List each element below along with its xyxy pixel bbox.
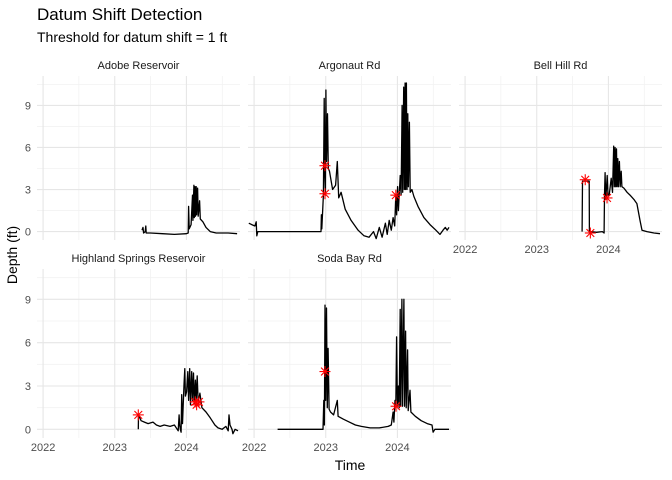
y-tick-label: 6	[25, 338, 31, 350]
facet-panel: Adobe Reservoir 0 3 6 9	[25, 60, 240, 240]
datum-shift-marker	[601, 192, 613, 204]
facet-panel: Soda Bay Rd 2022 2023 2024	[242, 253, 451, 454]
datum-shift-marker	[319, 160, 331, 172]
facet-strip-label: Bell Hill Rd	[534, 60, 588, 72]
datum-shift-marker	[319, 188, 331, 200]
datum-shift-marker	[579, 174, 591, 186]
datum-shift-marker	[193, 396, 205, 408]
y-tick-label: 3	[25, 381, 31, 393]
x-tick-label: 2022	[242, 442, 266, 454]
facet-panel: Argonaut Rd	[248, 60, 451, 240]
depth-series-line	[277, 298, 449, 433]
datum-shift-marker	[319, 366, 331, 378]
facet-panel: Bell Hill Rd 2022 2023 2024	[453, 60, 662, 256]
y-axis-title: Depth (ft)	[4, 226, 20, 284]
y-tick-label: 3	[25, 185, 31, 197]
datum-shift-marker	[390, 189, 402, 201]
datum-shift-marker	[390, 400, 402, 412]
facet-panel: Highland Springs Reservoir 0 3 6 9 2022 2023 20…	[25, 253, 240, 454]
x-tick-label: 2023	[525, 244, 549, 256]
y-tick-label: 0	[25, 424, 31, 436]
facet-strip-label: Highland Springs Reservoir	[72, 253, 206, 265]
depth-series-line	[137, 368, 239, 435]
chart-title: Datum Shift Detection	[37, 5, 203, 24]
datum-shift-marker	[132, 409, 144, 421]
x-tick-label: 2024	[596, 244, 620, 256]
y-tick-label: 9	[25, 100, 31, 112]
y-tick-label: 9	[25, 294, 31, 306]
depth-series-line	[141, 184, 238, 236]
facet-strip-label: Argonaut Rd	[319, 60, 381, 72]
x-tick-label: 2022	[31, 442, 55, 454]
depth-series-line	[581, 145, 661, 235]
x-axis-title: Time	[335, 457, 366, 473]
y-tick-label: 6	[25, 142, 31, 154]
x-tick-label: 2024	[385, 442, 409, 454]
chart-subtitle: Threshold for datum shift = 1 ft	[37, 29, 228, 45]
x-tick-label: 2023	[103, 442, 127, 454]
y-tick-label: 0	[25, 227, 31, 239]
x-tick-label: 2023	[314, 442, 338, 454]
facet-strip-label: Adobe Reservoir	[98, 60, 180, 72]
x-tick-label: 2022	[453, 244, 477, 256]
facet-strip-label: Soda Bay Rd	[317, 253, 382, 265]
x-tick-label: 2024	[174, 442, 198, 454]
datum-shift-marker	[584, 227, 596, 239]
depth-series-line	[248, 82, 450, 240]
